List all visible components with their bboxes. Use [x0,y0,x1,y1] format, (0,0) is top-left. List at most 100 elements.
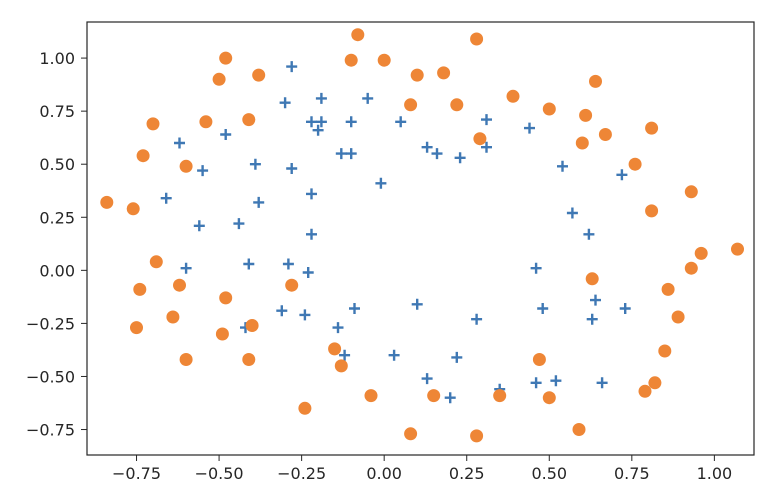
plus-point [220,129,232,140]
y-tick-label: 0.75 [39,102,75,121]
circle-point [628,157,642,171]
plus-point [471,313,483,325]
plus-point [253,196,265,208]
plus-point [619,303,631,314]
plus-point [395,116,407,128]
circle-point [585,272,599,286]
circle-point [173,278,186,292]
circle-point [658,344,672,358]
circle-point [136,149,150,163]
plus-point [431,148,443,160]
plus-point [286,163,298,174]
plus-point [180,262,192,274]
circle-point [364,389,378,403]
plus-point [586,313,598,325]
plus-point [282,258,294,270]
y-axis-ticks: −0.75 −0.50 −0.25 0.00 0.25 0.50 0.75 1.00 [26,49,87,440]
circle-point [532,353,546,366]
circle-point [130,321,143,335]
plus-point [302,267,314,278]
plus-point [454,152,466,164]
y-tick-label: 0.25 [39,208,75,227]
plus-point [524,122,535,134]
circle-point [493,389,507,403]
circle-point [684,185,698,199]
circle-point [219,51,233,65]
circle-point [450,98,464,112]
x-tick-label: 0.25 [449,464,485,483]
plus-point [530,262,542,274]
plus-point [335,148,347,160]
plus-point [596,377,608,389]
circle-point [285,278,299,292]
y-tick-label: 1.00 [39,49,75,68]
circle-point [638,384,652,398]
x-axis-ticks: −0.75 −0.50 −0.25 0.00 0.25 0.50 0.75 1.00 [112,455,732,483]
plus-point [174,137,185,149]
plus-point [557,160,568,172]
plus-point [315,116,327,128]
circle-point [242,353,256,366]
plus-point [411,298,423,310]
circle-point [219,291,233,305]
circle-point [645,204,659,218]
circle-point [572,423,586,436]
plus-point [286,61,298,73]
circle-point [166,310,180,324]
circle-point [179,159,193,173]
plus-point [345,148,357,160]
plus-point [583,228,595,240]
plus-point [388,349,400,361]
circle-point [328,342,342,356]
plus-point [451,351,463,363]
plus-point [530,377,542,389]
circle-point [133,282,147,296]
plus-point [299,309,311,321]
circle-point [252,68,266,82]
circle-point [179,353,193,366]
plus-point [315,92,327,104]
circle-point [199,115,213,129]
x-tick-label: −0.75 [112,464,161,483]
circle-point [212,72,226,86]
circle-point [100,195,114,209]
plus-point [197,165,209,177]
plus-point [444,392,456,404]
circle-point [473,132,487,146]
plus-point [550,375,562,387]
circle-point [731,242,744,256]
plus-point [249,158,261,170]
plus-point [590,294,601,306]
plus-point [421,141,433,153]
plus-point [306,188,317,200]
circle-point [146,117,160,131]
circle-point [661,282,675,296]
circle-point [684,261,698,275]
circle-point [506,89,520,103]
y-tick-label: 0.50 [39,155,75,174]
circle-point [542,102,556,116]
plus-point [362,92,374,104]
circle-point [404,98,418,112]
circle-point [344,53,358,67]
x-tick-label: 0.75 [614,464,650,483]
circle-point [542,391,556,405]
y-tick-label: −0.50 [26,367,75,386]
circle-point [245,319,259,332]
circle-point [126,202,140,216]
plus-point [243,258,255,270]
y-tick-label: −0.25 [26,314,75,333]
plus-point [312,124,324,136]
circle-point [598,128,612,141]
circle-point [149,255,163,269]
plus-point [616,169,628,181]
plus-point [276,305,288,317]
circle-point [298,401,312,415]
circle-point [427,389,441,403]
plus-point [339,349,351,361]
circle-point [334,359,348,373]
plus-point [566,207,578,219]
y-tick-label: 0.00 [39,261,75,280]
plus-point [481,141,492,153]
plus-point [537,303,549,314]
